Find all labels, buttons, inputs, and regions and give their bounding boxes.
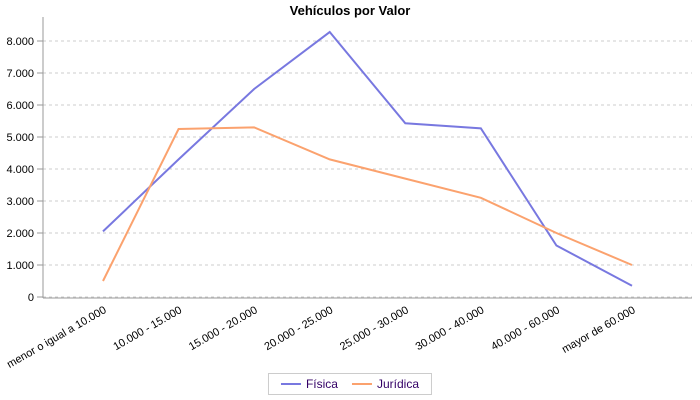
x-category-label: 10.000 - 15.000 — [111, 304, 184, 353]
chart-title: Vehículos por Valor — [289, 3, 411, 18]
y-tick-label: 0 — [28, 292, 34, 304]
x-category-label: mayor de 60.000 — [560, 304, 638, 356]
legend-label-fisica: Física — [305, 377, 338, 391]
x-category-label: 30.000 - 40.000 — [414, 304, 487, 353]
y-tick-label: 5.000 — [6, 132, 34, 144]
y-tick-label: 3.000 — [6, 196, 34, 208]
legend: Física Jurídica — [267, 373, 433, 395]
x-category-label: menor o igual a 10.000 — [5, 304, 108, 371]
series-line-fisica — [102, 30, 633, 287]
y-tick-label: 6.000 — [6, 100, 34, 112]
y-tick-label: 4.000 — [6, 164, 34, 176]
fisica-line-swatch — [280, 383, 301, 385]
y-tick-label: 1.000 — [6, 260, 34, 272]
x-category-label: 40.000 - 60.000 — [489, 304, 562, 353]
x-category-label: 25.000 - 30.000 — [338, 304, 411, 353]
legend-item-fisica: Física — [280, 377, 338, 391]
y-tick-label: 2.000 — [6, 228, 34, 240]
x-category-label: 15.000 - 20.000 — [187, 304, 260, 353]
y-tick-label: 7.000 — [6, 68, 34, 80]
y-tick-label: 8.000 — [6, 36, 34, 48]
legend-label-juridica: Jurídica — [376, 377, 420, 391]
x-category-label: 20.000 - 25.000 — [262, 304, 335, 353]
series-line-juridica — [102, 126, 633, 282]
juridica-line-swatch — [351, 383, 372, 385]
legend-item-juridica: Jurídica — [351, 377, 420, 391]
